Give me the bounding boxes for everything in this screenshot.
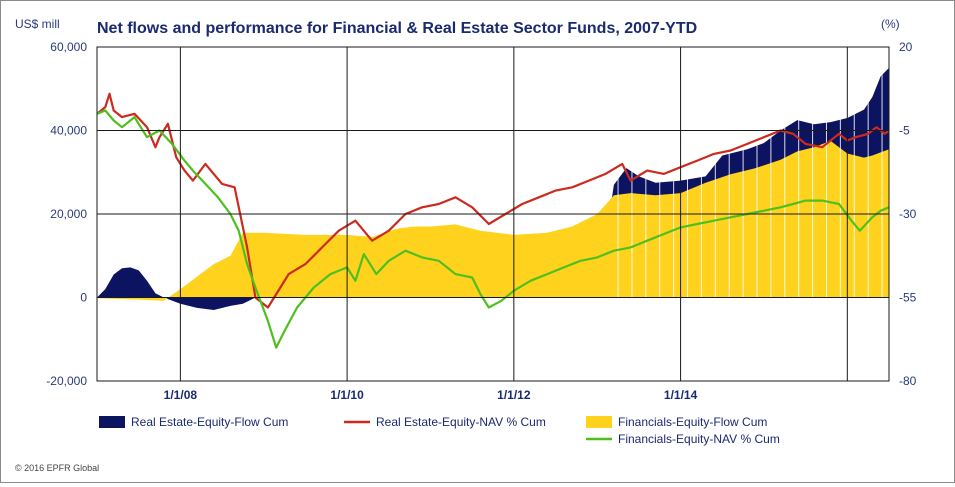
left-tick-label: 20,000 [50, 207, 87, 221]
legend-label: Financials-Equity-NAV % Cum [618, 432, 780, 446]
left-axis-unit: US$ mill [15, 17, 60, 31]
left-tick-label: 60,000 [50, 40, 87, 54]
chart-title: Net flows and performance for Financial … [97, 20, 697, 37]
x-tick-label: 1/1/12 [497, 388, 531, 402]
legend-swatch [586, 416, 612, 428]
left-tick-label: -20,000 [46, 374, 87, 388]
line-series-2 [97, 109, 889, 349]
legend-label: Real Estate-Equity-Flow Cum [131, 415, 288, 429]
series-layer [97, 47, 889, 349]
left-axis: -20,000 0 20,000 40,000 60,000 [46, 40, 87, 388]
right-axis: -80 -55 -30 -5 20 [899, 40, 917, 388]
line-series-1 [97, 92, 889, 309]
x-axis: 1/1/08 1/1/10 1/1/12 1/1/14 [164, 388, 698, 402]
x-tick-label: 1/1/08 [164, 388, 198, 402]
area-series-2 [97, 140, 889, 301]
right-tick-label: -80 [899, 374, 917, 388]
legend: Real Estate-Equity-Flow Cum Real Estate-E… [99, 415, 780, 446]
right-tick-label: -55 [899, 291, 917, 305]
x-tick-label: 1/1/14 [664, 388, 698, 402]
right-tick-label: -30 [899, 207, 917, 221]
right-axis-unit: (%) [881, 17, 900, 31]
plot-area [96, 46, 890, 382]
x-tick-label: 1/1/10 [330, 388, 364, 402]
legend-swatch [99, 416, 125, 428]
plot-border [96, 46, 890, 382]
right-tick-label: -5 [899, 124, 910, 138]
legend-label: Real Estate-Equity-NAV % Cum [376, 415, 546, 429]
right-tick-label: 20 [899, 40, 913, 54]
left-tick-label: 40,000 [50, 124, 87, 138]
left-tick-label: 0 [80, 291, 87, 305]
legend-label: Financials-Equity-Flow Cum [618, 415, 767, 429]
copyright-text: © 2016 EPFR Global [15, 463, 99, 473]
